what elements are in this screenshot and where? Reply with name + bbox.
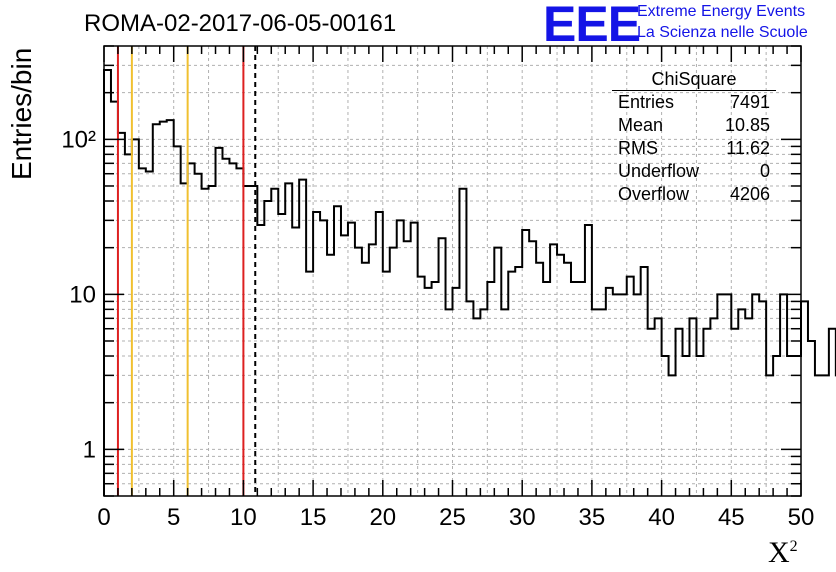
stats-label: Underflow [618,161,700,181]
stats-title: ChiSquare [612,68,776,91]
y-tick-label: 1 [83,436,96,463]
stats-value: 0 [759,161,770,181]
y-axis-label: Entries/bin [6,47,37,180]
stats-row-overflow: Overflow 4206 [612,183,776,206]
x-tick-label: 25 [439,504,466,531]
eee-logo: EEE [543,0,641,52]
x-tick-label: 30 [509,504,536,531]
stats-box: ChiSquare Entries 7491 Mean 10.85 RMS 11.62… [612,68,776,206]
x-tick-label: 20 [369,504,396,531]
histogram-bars [103,69,836,496]
stats-value: 10.85 [724,115,770,135]
stats-label: Entries [618,92,675,112]
stats-row-rms: RMS 11.62 [612,137,776,160]
x-tick-label: 10 [230,504,257,531]
x-axis-label: X2 [768,536,798,570]
stats-row-entries: Entries 7491 [612,91,776,114]
y-tick-label: 10² [61,126,96,153]
x-axis-label-base: X [768,536,790,569]
stats-label: Mean [618,115,664,135]
stats-row-underflow: Underflow 0 [612,160,776,183]
logo-tagline-1: Extreme Energy Events [637,3,806,20]
stats-row-mean: Mean 10.85 [612,114,776,137]
plot-title: ROMA-02-2017-06-05-00161 [84,10,397,37]
stats-value: 11.62 [726,138,770,158]
x-tick-label: 35 [579,504,606,531]
y-tick-labels: 1 10 10² [61,126,96,463]
stats-value: 4206 [729,184,770,204]
stats-value: 7491 [729,92,770,112]
x-tick-label: 45 [718,504,745,531]
x-axis-label-superscript: 2 [789,538,798,555]
x-tick-label: 40 [648,504,675,531]
x-tick-labels: 0 5 10 15 20 25 30 35 40 45 50 [97,504,814,531]
x-tick-label: 5 [167,504,180,531]
x-tick-label: 50 [788,504,815,531]
reference-lines [116,46,257,496]
stats-label: RMS [618,138,658,158]
logo-tagline-2: La Scienza nelle Scuole [637,24,808,41]
stats-label: Overflow [618,184,690,204]
axis-ticks [103,45,802,497]
y-tick-label: 10 [69,281,96,308]
x-tick-label: 0 [97,504,110,531]
histogram-outline [103,69,836,496]
x-tick-label: 15 [300,504,327,531]
